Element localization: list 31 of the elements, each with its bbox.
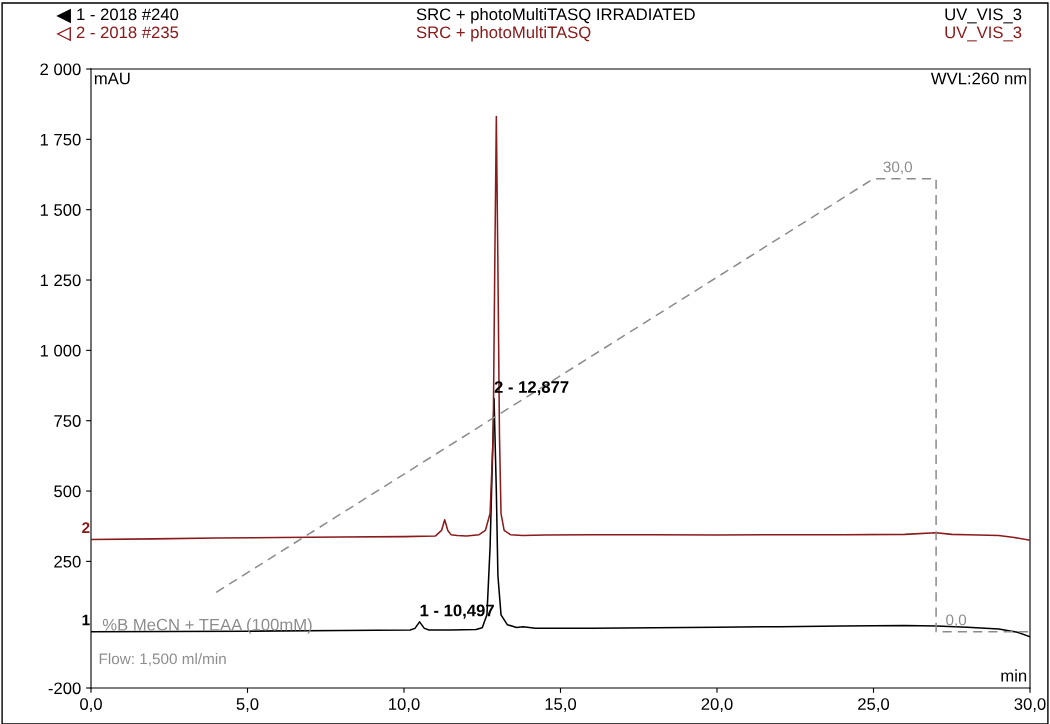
- text: UV_VIS_3: [945, 8, 1022, 24]
- y-tick-label: -200: [48, 682, 81, 695]
- annotation: 30,0: [883, 161, 913, 175]
- x-tick-label: 30,0: [1014, 698, 1046, 712]
- y-tick-label: 500: [54, 485, 81, 498]
- y-tick-label: 250: [54, 555, 81, 568]
- y-tick-label: 1 500: [40, 204, 81, 216]
- y-tick-label: 750: [54, 415, 81, 427]
- x-tick-label: 15,0: [545, 698, 577, 712]
- y-axis-title: mAU: [94, 72, 130, 85]
- x-tick-label: 25,0: [858, 698, 890, 712]
- x-axis-title: min: [1001, 669, 1027, 682]
- y-tick-label: 1 250: [40, 274, 81, 287]
- legend-label: 2 - 2018 #235: [76, 26, 179, 39]
- legend-label: 1 - 2018 #240: [77, 8, 179, 21]
- x-tick-label: 5,0: [236, 698, 259, 712]
- x-tick-label: 10,0: [389, 698, 420, 712]
- annotation: 1: [82, 614, 90, 626]
- y-tick-label: 2 000: [40, 63, 81, 76]
- text: SRC + photoMultiTASQ IRRADIATED: [416, 8, 695, 24]
- annotation: 2: [82, 522, 90, 533]
- x-tick-label: 20,0: [701, 698, 733, 712]
- annotation: WVL:260 nm: [930, 72, 1027, 85]
- y-tick-label: 1 750: [40, 133, 81, 146]
- annotation: Flow: 1,500 ml/min: [99, 653, 226, 667]
- line-series: [91, 115, 1030, 542]
- x-tick-label: 0,0: [80, 698, 102, 712]
- y-tick-label: 1 000: [40, 344, 81, 357]
- text: SRC + photoMultiTASQ: [416, 26, 591, 42]
- annotation: 0,0: [946, 614, 967, 628]
- text: UV_VIS_3: [945, 26, 1022, 42]
